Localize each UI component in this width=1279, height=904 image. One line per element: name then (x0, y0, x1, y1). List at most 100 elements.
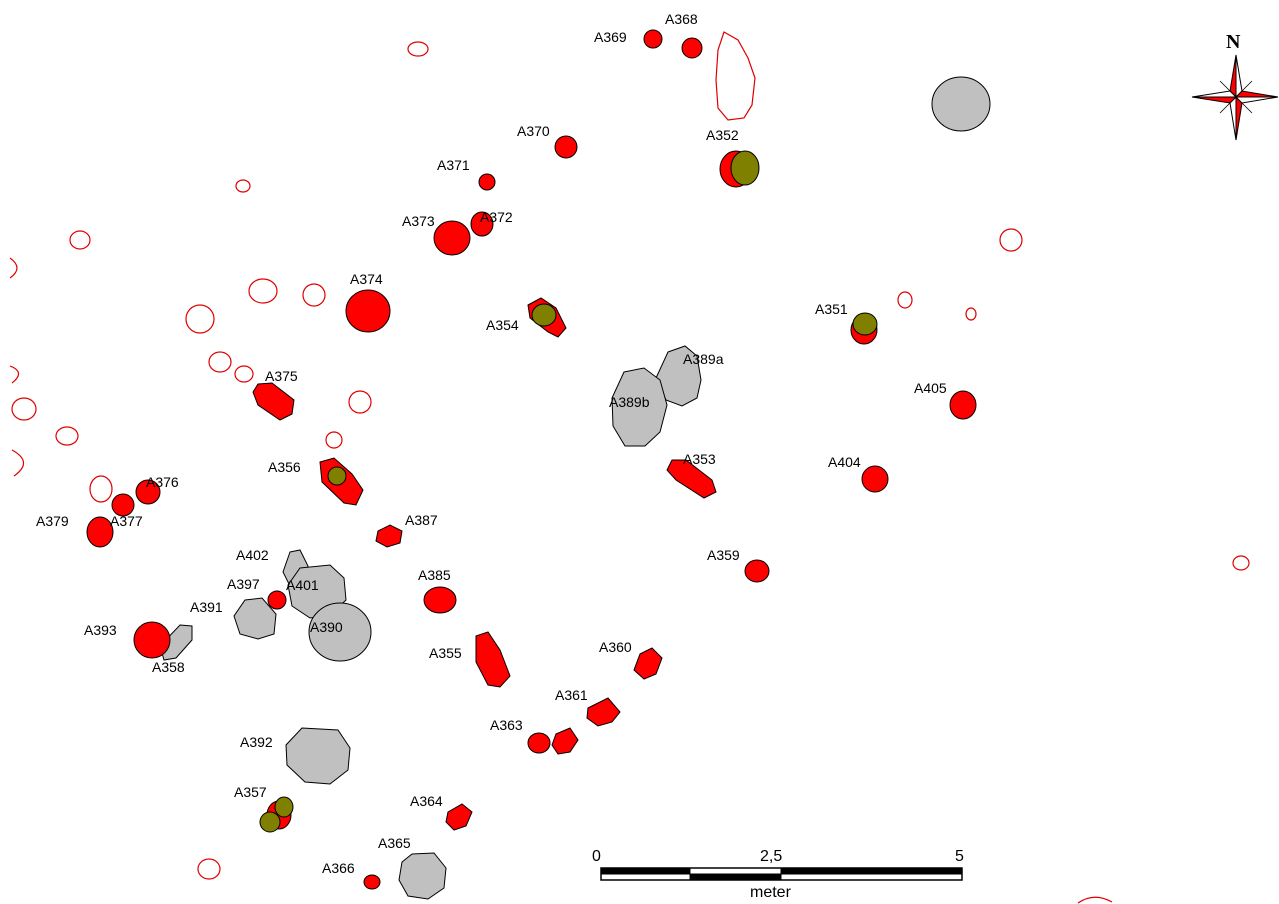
label-A404: A404 (828, 454, 861, 470)
label-A393: A393 (84, 622, 117, 638)
label-A376: A376 (146, 474, 179, 490)
label-A357: A357 (234, 784, 267, 800)
label-A360: A360 (599, 639, 632, 655)
feature-A359 (744, 559, 770, 583)
label-A375: A375 (265, 368, 298, 384)
feature-A373 (433, 220, 471, 256)
scale-unit: meter (750, 884, 792, 901)
feature-A405 (949, 390, 977, 420)
stone-feature (931, 76, 991, 132)
north-arrow-west-bottom (1191, 96, 1238, 104)
outline-feature (55, 426, 79, 446)
label-A351: A351 (815, 301, 848, 317)
label-A370: A370 (517, 123, 550, 139)
label-A391: A391 (190, 599, 223, 615)
olive-features (259, 150, 878, 833)
label-A354: A354 (486, 317, 519, 333)
feature-A366 (363, 874, 381, 890)
feature-A372 (470, 211, 494, 237)
feature-A356-olive (327, 466, 347, 486)
label-A374: A374 (350, 271, 383, 287)
label-A402: A402 (236, 547, 269, 563)
north-arrow: N (1191, 31, 1279, 141)
outline-feature (185, 304, 215, 334)
scale-tick-2-5: 2,5 (760, 848, 782, 865)
label-A387: A387 (405, 512, 438, 528)
label-A361: A361 (555, 687, 588, 703)
label-A365: A365 (378, 835, 411, 851)
outline-feature (208, 351, 232, 373)
label-A368: A368 (665, 11, 698, 27)
feature-A353 (666, 459, 717, 499)
label-A356: A356 (268, 459, 301, 475)
outline-feature (897, 291, 913, 309)
label-A353: A353 (683, 451, 716, 467)
north-arrow-south-left (1229, 95, 1237, 141)
north-arrow-diag-ne (1235, 80, 1253, 98)
feature-A377 (111, 493, 135, 517)
feature-A351-olive (852, 312, 878, 336)
label-A366: A366 (322, 860, 355, 876)
outline-feature (9, 257, 18, 279)
label-A379: A379 (36, 513, 69, 529)
feature-A357-olive-a (274, 796, 294, 818)
outline-feature (1232, 555, 1250, 571)
feature-A368 (681, 37, 703, 59)
label-A401: A401 (286, 577, 319, 593)
label-A359: A359 (707, 547, 740, 563)
feature-A390 (308, 602, 372, 662)
feature-A370 (554, 135, 578, 159)
feature-A404 (861, 465, 889, 493)
outline-feature (348, 390, 372, 414)
feature-A387 (375, 524, 403, 548)
scale-bar-seg-3-bottom (780, 873, 963, 881)
feature-A385 (423, 586, 457, 614)
feature-A369 (643, 29, 663, 49)
north-arrow-north-left (1229, 54, 1237, 99)
north-label: N (1226, 31, 1241, 53)
outline-feature (1077, 896, 1113, 904)
outline-feature (11, 449, 25, 477)
north-arrow-south-right (1235, 95, 1243, 141)
north-arrow-diag-se (1235, 96, 1253, 114)
scale-bar-seg-1-top (601, 868, 690, 874)
outline-feature (999, 228, 1023, 252)
label-A397: A397 (227, 576, 260, 592)
north-arrow-east-top (1234, 90, 1279, 98)
north-arrow-north-right (1235, 54, 1243, 99)
feature-A364 (445, 803, 473, 831)
feature-A365 (398, 852, 447, 900)
outline-feature (248, 278, 278, 304)
scale-bar-seg-3-top (781, 868, 962, 874)
label-A355: A355 (429, 645, 462, 661)
scale-bar-outline (600, 867, 963, 881)
feature-A393 (133, 621, 171, 659)
feature-A389b (611, 367, 668, 447)
scale-tick-0: 0 (592, 848, 601, 865)
outline-feature (325, 431, 343, 449)
scale-tick-5: 5 (955, 848, 964, 865)
label-A371: A371 (437, 157, 470, 173)
feature-A363-b (551, 727, 579, 755)
label-A390: A390 (310, 619, 343, 635)
scale-bar: 0 2,5 5 meter (592, 848, 964, 901)
label-A373: A373 (402, 213, 435, 229)
label-A389b: A389b (609, 394, 650, 410)
label-A389a: A389a (683, 351, 724, 367)
outline-feature (407, 41, 429, 57)
outline-feature (197, 858, 221, 880)
label-A352: A352 (706, 127, 739, 143)
label-A363: A363 (490, 717, 523, 733)
unlabelled-outline-features (9, 31, 1250, 904)
outline-feature (69, 230, 91, 250)
feature-A376 (135, 479, 161, 505)
feature-A363-a (527, 732, 551, 754)
feature-A371 (478, 173, 496, 191)
feature-A391 (233, 597, 277, 640)
scale-bar-seg-2-top (689, 867, 782, 875)
label-A405: A405 (914, 380, 947, 396)
feature-A392 (285, 727, 351, 785)
feature-A374 (345, 289, 391, 333)
outline-feature (89, 475, 113, 503)
